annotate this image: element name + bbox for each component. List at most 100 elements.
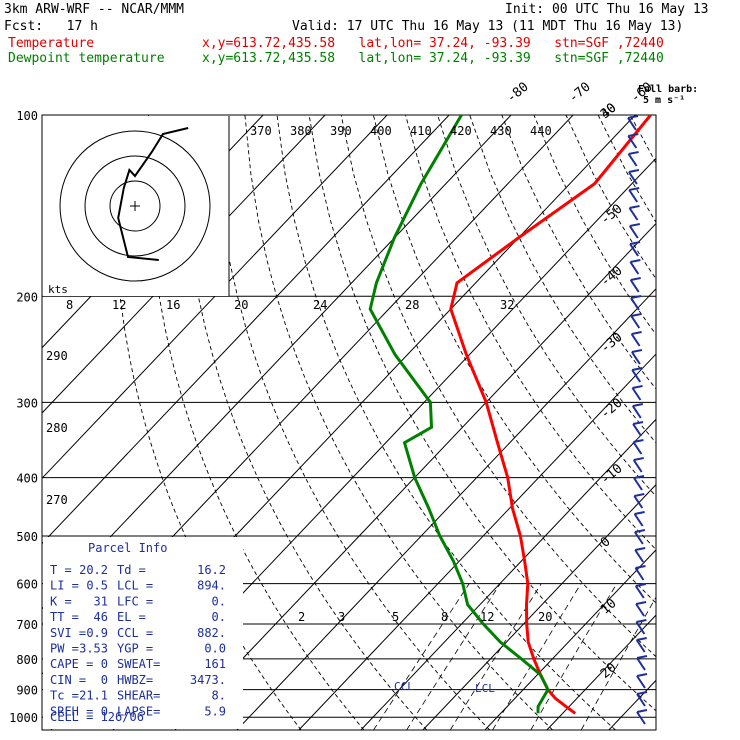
wind-barb-flag (632, 385, 643, 389)
isotherm-line (42, 115, 512, 610)
wind-barb (634, 549, 645, 563)
mixing-ratio-top-label: 8 (66, 298, 73, 312)
wind-barb (632, 423, 642, 437)
parcel-info-field: SHEAR= (117, 689, 160, 703)
wind-barb (628, 171, 638, 185)
wind-barb-flag (636, 637, 647, 641)
model-title: 3km ARW-WRF -- NCAR/MMM (4, 2, 185, 17)
wind-barb (635, 639, 646, 653)
parcel-info-field: LI = (50, 579, 79, 593)
wind-barb (630, 333, 641, 347)
wind-barb (633, 495, 644, 509)
wind-barb-flag (628, 133, 639, 137)
parcel-info-field: LAPSE= (117, 704, 160, 718)
hodograph-ring (59, 130, 211, 282)
parcel-info-field: 0.9 (86, 626, 108, 640)
mixing-ratio-top-label: 24 (313, 298, 327, 312)
wind-barb (636, 693, 646, 707)
theta-e-label: 370 (250, 124, 272, 138)
wind-barb (629, 279, 640, 293)
wind-barb-flag (635, 583, 646, 587)
mixing-ratio-top-label: 20 (234, 298, 248, 312)
theta-e-label: 420 (450, 124, 472, 138)
wind-barb (630, 315, 641, 329)
wind-barb-flag (636, 673, 648, 677)
mixing-ratio-top-label: 16 (166, 298, 180, 312)
mixing-ratio-label: 3 (338, 610, 345, 624)
wind-barb-flag (636, 619, 647, 623)
dry-adiabat-line (372, 115, 656, 604)
wind-barb (634, 567, 645, 581)
theta-label: 290 (46, 349, 68, 363)
parcel-info-field: YGP = (117, 642, 153, 656)
parcel-info-field: SREH = (50, 704, 93, 718)
dry-adiabat-line (308, 115, 656, 712)
pressure-tick-label: 400 (16, 472, 38, 486)
wind-barb (628, 225, 639, 239)
mixing-ratio-label: 2 (298, 610, 305, 624)
wind-barb-flag (628, 151, 639, 155)
parcel-info-field: 882. (197, 626, 226, 640)
wind-barb-flag (636, 691, 648, 695)
parcel-info-field: K = (50, 594, 72, 608)
isotherm-tick-label: -10 (598, 461, 626, 488)
parcel-info-field: LCL = (117, 579, 153, 593)
ccl-label: CCL (394, 680, 414, 693)
parcel-info-field: 0.5 (86, 579, 108, 593)
parcel-info-field: 894. (197, 579, 226, 593)
mixing-ratio-top-label: 12 (112, 298, 126, 312)
temperature-legend-location: x,y=613.72,435.58 lat,lon= 37.24, -93.39… (202, 36, 664, 51)
isotherm-tick-label: -70 (566, 79, 594, 106)
wind-barb (635, 621, 646, 635)
wind-barb (632, 459, 643, 473)
wind-barb-flag (633, 439, 644, 443)
wind-barb-flag (629, 205, 640, 209)
wind-barb (633, 513, 644, 527)
wind-barb (635, 603, 645, 617)
wind-barb-legend: Full barb: (638, 84, 698, 95)
dry-adiabat-line (695, 115, 740, 730)
dry-adiabat-line (662, 115, 740, 730)
isotherm-tick-label: 20 (598, 660, 620, 682)
wind-barb (627, 117, 637, 131)
wind-barb-unit: 5 m s⁻¹ (643, 95, 685, 106)
dry-adiabat-line (113, 115, 302, 730)
wind-barb-flag (633, 475, 645, 479)
wind-barb-flag (635, 565, 646, 569)
hodograph-ring (109, 180, 161, 232)
mixing-ratio-line (406, 583, 501, 730)
wind-barb-flag (636, 655, 648, 659)
wind-barb (631, 387, 642, 401)
theta-e-label: 400 (370, 124, 392, 138)
parcel-info-field: 0. (212, 610, 226, 624)
wind-barb (628, 207, 639, 221)
parcel-info-footer: CELL = 126/06 (50, 710, 144, 724)
parcel-info-field: 31 (94, 594, 108, 608)
wind-barb-flag (630, 277, 641, 281)
wind-barb-flag (636, 709, 648, 713)
wind-barb-flag (635, 601, 647, 605)
wind-barb-flag (629, 223, 640, 227)
dry-adiabat-line (501, 115, 656, 390)
valid-time: Valid: 17 UTC Thu 16 May 13 (11 MDT Thu … (292, 19, 684, 34)
wind-barb-flag (630, 295, 642, 299)
parcel-info-field: 16.2 (197, 563, 226, 577)
parcel-info-field: 20.2 (79, 563, 108, 577)
wind-barb (628, 189, 639, 203)
parcel-info-field: 0 (101, 704, 108, 718)
pressure-tick-label: 100 (16, 109, 38, 123)
mixing-ratio-line (373, 583, 470, 730)
wind-barb (636, 711, 646, 725)
mixing-ratio-label: 20 (538, 610, 552, 624)
mixing-ratio-label: 5 (392, 610, 399, 624)
dry-adiabat-line (727, 115, 740, 730)
init-time: Init: 00 UTC Thu 16 May 13 (505, 2, 709, 17)
pressure-tick-label: 300 (16, 396, 38, 410)
wind-barb-flag (631, 331, 642, 335)
dry-adiabat-line (180, 115, 428, 730)
parcel-info-field: 21.1 (79, 689, 108, 703)
wind-barb-flag (632, 403, 643, 407)
theta-e-label: 380 (290, 124, 312, 138)
parcel-info-field: CAPE = (50, 657, 93, 671)
theta-e-label: 390 (330, 124, 352, 138)
